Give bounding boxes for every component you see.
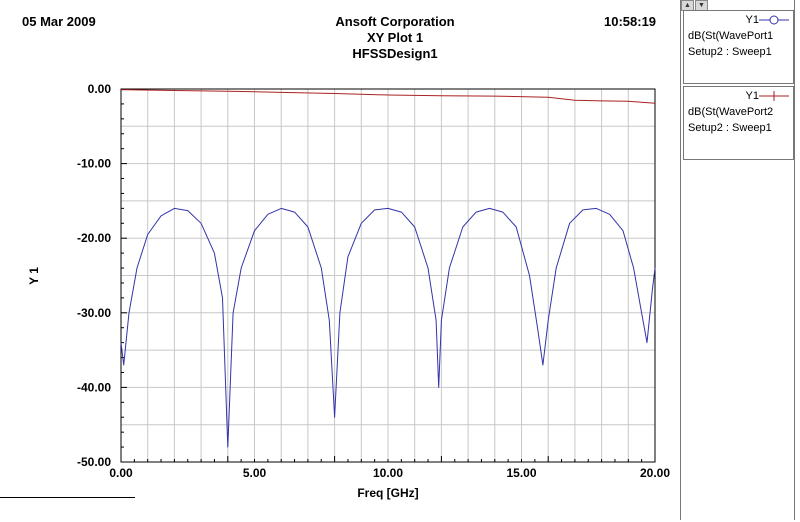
y-tick-label: -30.00 <box>77 306 111 320</box>
circle-marker-icon <box>759 15 789 25</box>
x-tick-label: 5.00 <box>243 466 267 480</box>
report-date: 05 Mar 2009 <box>22 14 96 29</box>
y-tick-label: -40.00 <box>77 380 111 394</box>
plot-title: XY Plot 1 <box>366 30 424 45</box>
x-tick-label: 20.00 <box>640 466 670 480</box>
design-name: HFSSDesign1 <box>352 46 438 61</box>
series-layer <box>120 89 656 448</box>
series-line-1[interactable] <box>120 207 656 448</box>
grid <box>120 88 656 463</box>
y-tick-label: -20.00 <box>77 231 111 245</box>
series-line-2[interactable] <box>120 89 656 104</box>
y-tick-label: -10.00 <box>77 157 111 171</box>
legend-setup-name: Setup2 : Sweep1 <box>688 46 772 58</box>
legend-trace-name: dB(St(WavePort1 <box>688 30 774 42</box>
legend-setup-name: Setup2 : Sweep1 <box>688 122 772 134</box>
axes: 0.00 5.00 10.00 15.00 20.00 0.00 -10.00 -20.00 -… <box>77 82 670 480</box>
plus-marker-icon <box>759 91 789 101</box>
legend-entry-1[interactable]: Y1 dB(St(WavePort1 Setup2 : Sweep1 <box>683 10 794 84</box>
report-time: 10:58:19 <box>604 14 657 29</box>
x-tick-label: 0.00 <box>109 466 133 480</box>
legend-y-label: Y1 <box>745 90 759 102</box>
legend-entry-2[interactable]: Y1 dB(St(WavePort2 Setup2 : Sweep1 <box>683 86 794 160</box>
x-axis-label: Freq [GHz] <box>357 486 418 500</box>
x-tick-label: 15.00 <box>506 466 536 480</box>
legend-y-label: Y1 <box>745 14 759 26</box>
y-axis-label: Y 1 <box>27 267 41 285</box>
legend-panel[interactable]: ▲ ▼ Y1 dB(St(WavePort1 Setup2 : Sweep1 Y… <box>680 0 795 520</box>
y-tick-label: -50.00 <box>77 455 111 469</box>
legend-trace-name: dB(St(WavePort2 <box>688 106 774 118</box>
x-tick-label: 10.00 <box>373 466 403 480</box>
y-tick-label: 0.00 <box>88 82 112 96</box>
legend-scroll-controls[interactable]: ▲ ▼ <box>681 0 709 11</box>
divider <box>0 497 135 498</box>
xy-plot[interactable]: 0.00 5.00 10.00 15.00 20.00 0.00 -10.00 -20.00 -… <box>0 0 680 522</box>
report-company: Ansoft Corporation <box>335 14 455 29</box>
